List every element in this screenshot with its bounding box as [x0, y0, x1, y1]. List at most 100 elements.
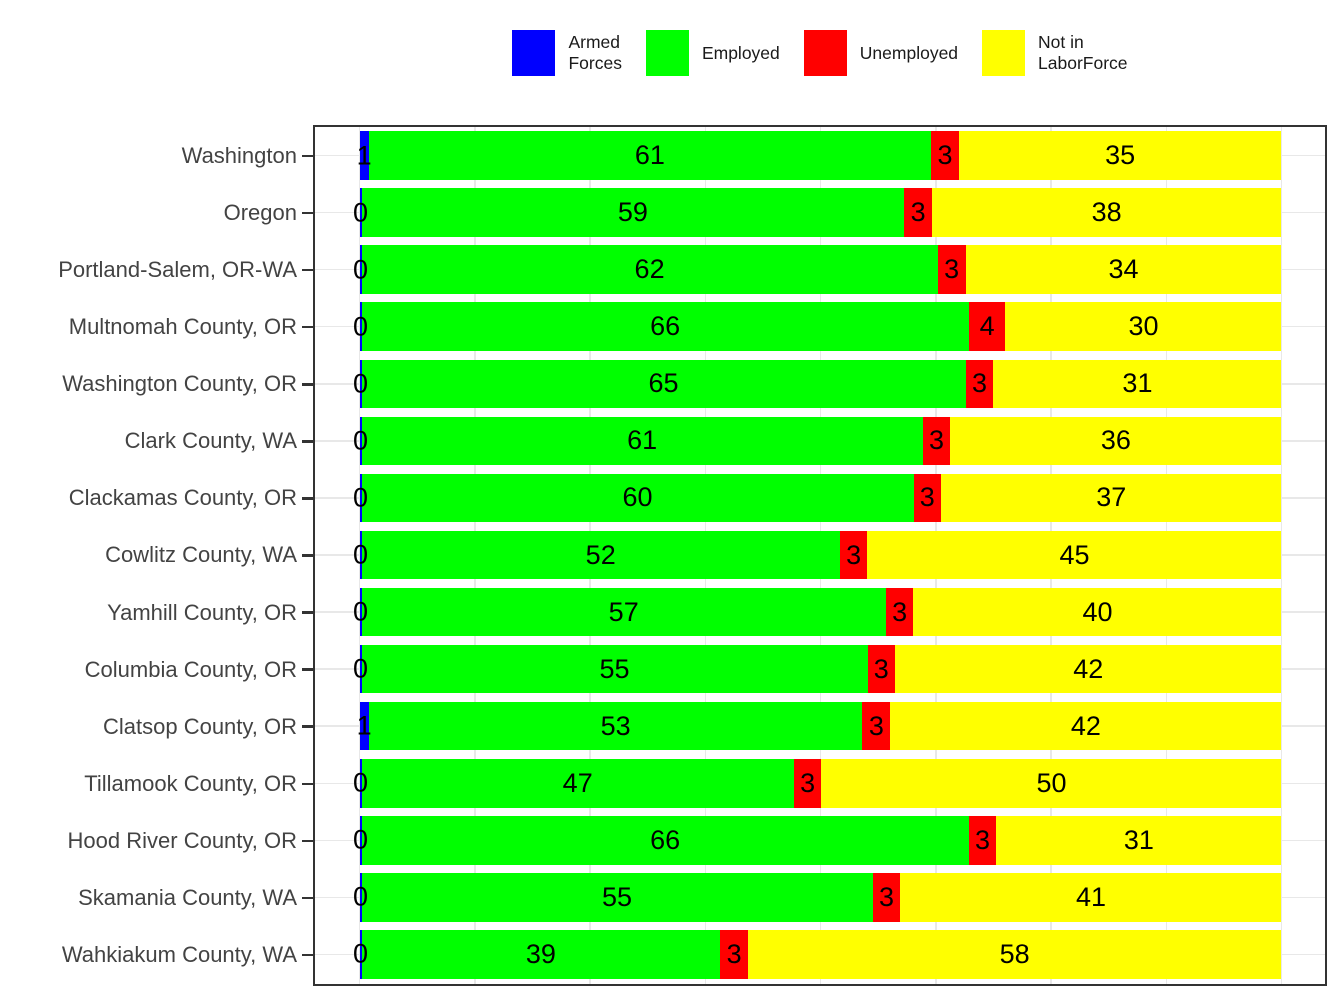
segment-employed: 61: [361, 416, 923, 466]
y-axis-row: Clark County, WA: [0, 413, 313, 470]
y-axis-row: Clackamas County, OR: [0, 470, 313, 527]
bar-value-label: 66: [650, 824, 681, 855]
bar-row: 66 3 31 0: [353, 816, 1282, 865]
y-axis-tick: [302, 383, 313, 386]
bar-value-label: 42: [1070, 710, 1101, 741]
segment-unemployed: 3: [839, 530, 868, 580]
bar-value-label: 3: [873, 653, 889, 684]
segment-armed-forces: [359, 587, 362, 637]
segment-unemployed: 3: [862, 701, 891, 751]
bar-value-label-armed-forces: 0: [352, 254, 369, 285]
bar-value-label: 3: [974, 824, 990, 855]
bar-value-label-armed-forces: 0: [352, 368, 369, 399]
bar-row: 55 3 42 0: [353, 644, 1282, 694]
bar-value-label-armed-forces: 0: [352, 596, 369, 627]
y-axis-tick: [302, 839, 313, 843]
bar-value-label: 45: [1059, 539, 1090, 570]
bar-row: 61 3 36 0: [353, 416, 1282, 466]
y-axis-tick: [302, 554, 313, 557]
segment-not-in-laborforce: 42: [890, 701, 1282, 751]
employed-swatch-icon: [645, 30, 689, 76]
bar-row: 59 3 38 0: [353, 188, 1282, 237]
bar-row: 62 3 34 0: [353, 245, 1282, 294]
bar-value-label: 37: [1096, 482, 1127, 513]
bar-row: 39 3 58 0: [353, 930, 1282, 979]
y-axis-tick: [302, 497, 313, 500]
segment-not-in-laborforce: 42: [895, 644, 1282, 694]
y-axis-row: Yamhill County, OR: [0, 584, 313, 641]
bar-value-label: 4: [979, 311, 995, 342]
bar-value-label-armed-forces: 0: [352, 767, 369, 798]
y-axis-tick: [302, 953, 313, 957]
legend: Armed Forces Employed Unemployed Not in …: [313, 22, 1327, 84]
y-axis-row: Washington: [0, 128, 313, 185]
y-axis-row: Washington County, OR: [0, 356, 313, 413]
bar-value-label: 58: [999, 938, 1030, 969]
bar-value-label: 3: [879, 881, 895, 912]
segment-not-in-laborforce: 31: [996, 816, 1282, 865]
y-axis-label: Columbia County, OR: [84, 656, 297, 682]
segment-armed-forces: [359, 302, 362, 351]
segment-armed-forces: [359, 816, 362, 865]
y-axis-tick: [302, 211, 313, 215]
y-axis-tick: [302, 782, 313, 785]
bar-value-label: 3: [892, 596, 908, 627]
y-axis-row: Wahkiakum County, WA: [0, 926, 313, 983]
bar-row: 47 3 50 0: [353, 759, 1282, 808]
bar-row: 61 3 35 1: [356, 131, 1282, 180]
legend-item-unemployed: Unemployed: [803, 30, 959, 76]
bar-value-label: 61: [634, 140, 665, 171]
bar-value-label: 38: [1091, 197, 1122, 228]
segment-armed-forces: [359, 701, 369, 751]
bar-value-label: 61: [627, 425, 658, 456]
bar-row: 66 4 30 0: [353, 302, 1282, 351]
bar-value-label: 40: [1082, 596, 1113, 627]
bar-value-label: 3: [910, 197, 926, 228]
bar-value-label-armed-forces: 1: [356, 140, 372, 171]
segment-not-in-laborforce: 40: [913, 587, 1282, 637]
legend-label-unemployed: Unemployed: [859, 42, 959, 63]
segment-unemployed: 3: [904, 188, 932, 237]
bar-value-label: 62: [634, 254, 665, 285]
bar-value-label: 59: [617, 197, 648, 228]
legend-item-employed: Employed: [645, 30, 780, 76]
bar-value-label: 53: [600, 710, 631, 741]
bar-value-label: 55: [599, 653, 630, 684]
y-axis-label: Skamania County, WA: [78, 884, 297, 910]
y-axis-tick: [302, 325, 313, 329]
segment-employed: 47: [361, 759, 794, 808]
y-axis-row: Columbia County, OR: [0, 641, 313, 698]
bar-row: 53 3 42 1: [356, 701, 1282, 751]
y-axis-tick: [302, 268, 313, 272]
bar-value-label: 34: [1108, 254, 1139, 285]
bar-value-label-armed-forces: 0: [352, 539, 369, 570]
segment-unemployed: 4: [968, 302, 1006, 351]
segment-employed: 59: [361, 188, 905, 237]
segment-not-in-laborforce: 30: [1005, 302, 1282, 351]
y-axis-row: Multnomah County, OR: [0, 299, 313, 356]
y-axis-label: Tillamook County, OR: [84, 770, 297, 796]
segment-not-in-laborforce: 50: [821, 759, 1282, 808]
legend-item-armed-forces: Armed Forces: [512, 30, 622, 76]
bar-value-label: 42: [1073, 653, 1104, 684]
segment-employed: 61: [368, 131, 932, 180]
segment-armed-forces: [359, 873, 362, 922]
segment-not-in-laborforce: 31: [993, 359, 1282, 409]
y-axis-tick: [302, 668, 313, 671]
bar-value-label: 50: [1036, 767, 1067, 798]
bar-value-label: 35: [1105, 140, 1136, 171]
segment-unemployed: 3: [872, 873, 901, 922]
unemployed-swatch-icon: [803, 30, 847, 76]
bar-value-label: 3: [919, 482, 935, 513]
armed-forces-swatch-icon: [512, 30, 556, 76]
bar-value-label: 3: [937, 140, 953, 171]
y-axis-label: Washington: [181, 143, 297, 169]
bar-value-label-armed-forces: 0: [352, 425, 369, 456]
segment-armed-forces: [359, 644, 362, 694]
segment-not-in-laborforce: 36: [950, 416, 1282, 466]
y-axis: Washington Oregon Portland-Salem, OR-WA Mul…: [0, 128, 313, 984]
y-axis-label: Hood River County, OR: [67, 827, 297, 853]
segment-employed: 57: [361, 587, 886, 637]
bar-value-label-armed-forces: 1: [356, 710, 372, 741]
